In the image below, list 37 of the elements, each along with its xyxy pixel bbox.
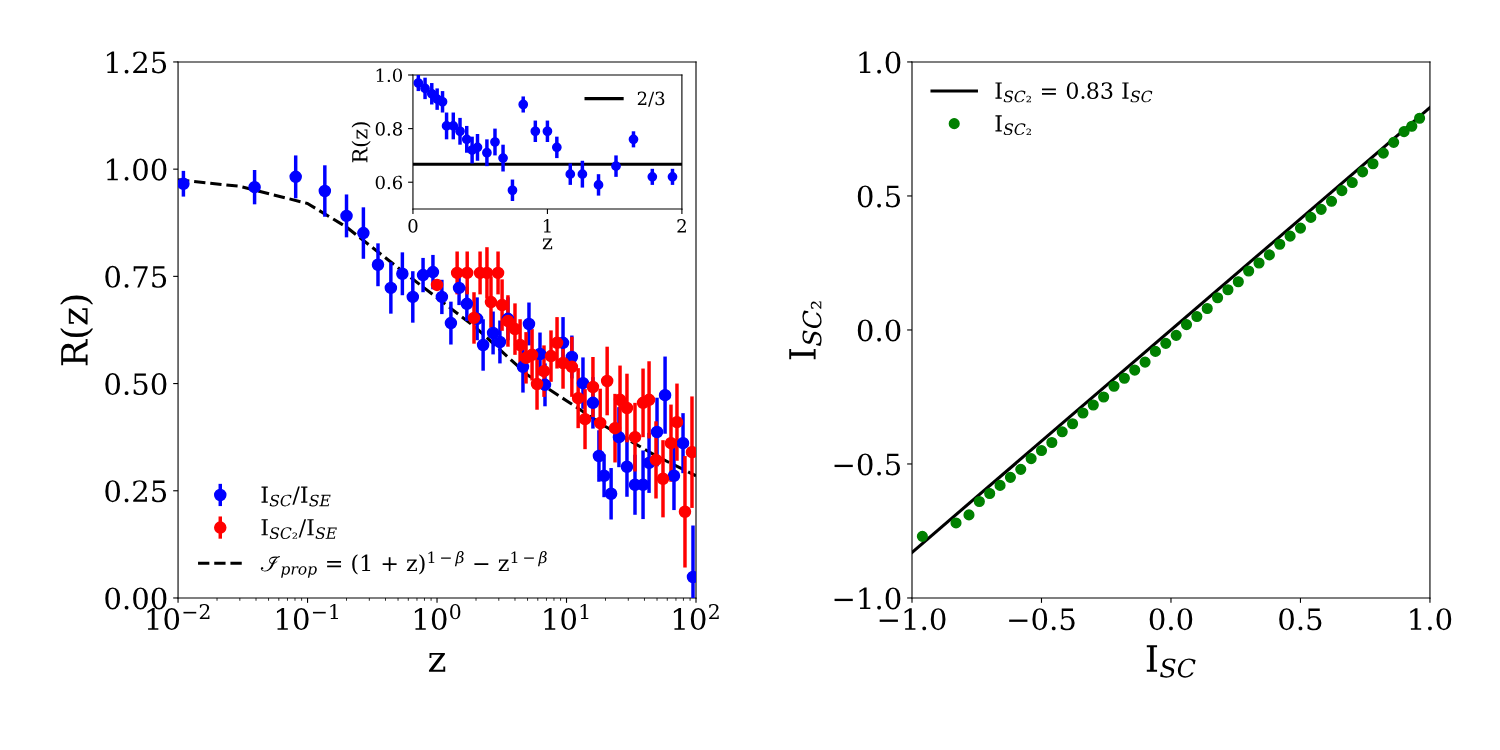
x-tick-label: 1 xyxy=(543,219,551,233)
x-tick-label: 0 xyxy=(408,219,418,233)
y-tick-label: −0.5 xyxy=(834,453,901,476)
legend-label: I$_{SC₂}$/I$_{SE}$ xyxy=(261,519,337,540)
legend-label: I$_{SC₂}$ = 0.83 I$_{SC}$ xyxy=(995,82,1153,103)
legend-label: 2/3 xyxy=(637,91,665,107)
x-tick-label: 2 xyxy=(677,219,686,233)
y-tick-label: 0.5 xyxy=(857,185,901,208)
y-tick-label: 0.8 xyxy=(375,122,403,136)
x-axis-title: I$_{SC}$ xyxy=(1146,645,1196,678)
x-tick-label: 10$^{−1}$ xyxy=(276,603,338,631)
x-axis-title: z xyxy=(428,652,446,672)
y-tick-label: 0.6 xyxy=(375,175,403,190)
x-tick-label: −1.0 xyxy=(879,608,946,631)
legend-label: ℐ$_{prop}$ = (1 + z)$^{1−β}$ − z$^{1−β}$ xyxy=(260,551,547,578)
y-tick-label: 0.0 xyxy=(857,319,901,342)
y-tick-label: 0.25 xyxy=(105,480,167,503)
x-tick-label: −0.5 xyxy=(1009,608,1075,631)
y-axis-title: R(z) xyxy=(351,122,371,163)
y-tick-label: 0.75 xyxy=(105,265,167,288)
y-tick-label: 1.0 xyxy=(859,51,901,74)
y-tick-label: 1.00 xyxy=(106,158,167,181)
y-tick-label: 1.25 xyxy=(106,51,167,74)
y-tick-label: 0.50 xyxy=(105,373,167,396)
x-tick-label: 1.0 xyxy=(1410,608,1452,631)
y-tick-label: −1.0 xyxy=(834,587,901,610)
x-tick-label: 0.0 xyxy=(1149,608,1193,631)
x-tick-label: 10$^{2}$ xyxy=(673,603,719,631)
x-tick-label: 10$^{0}$ xyxy=(414,603,461,631)
y-axis-title: I$_{SC₂}$ xyxy=(789,301,822,360)
y-tick-label: 1.0 xyxy=(376,68,403,83)
y-axis-title: R(z) xyxy=(60,295,94,366)
legend-label: I$_{SC}$/I$_{SE}$ xyxy=(261,486,331,507)
x-tick-label: 10$^{1}$ xyxy=(544,603,589,631)
legend-label: I$_{SC₂}$ xyxy=(995,115,1032,136)
x-tick-label: 0.5 xyxy=(1279,608,1322,631)
x-axis-title: z xyxy=(542,238,553,250)
